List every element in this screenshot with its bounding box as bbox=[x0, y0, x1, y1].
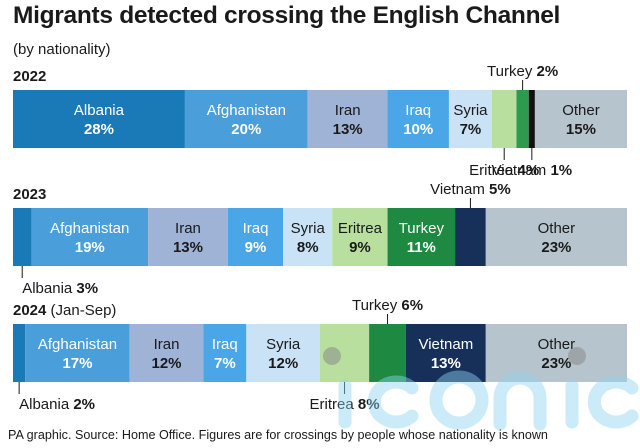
segment-name-other-2023: Other bbox=[538, 220, 576, 237]
segment-name-afghanistan-2024: Afghanistan bbox=[38, 336, 117, 353]
segment-name-other-2022: Other bbox=[562, 102, 600, 119]
year-label-2022: 2022 bbox=[13, 68, 46, 85]
segment-value-vietnam-2024: 13% bbox=[431, 355, 461, 372]
segment-value-turkey-2023: 11% bbox=[407, 239, 436, 256]
segment-value-syria-2022: 7% bbox=[460, 121, 482, 138]
segment-name-iraq-2024: Iraq bbox=[212, 336, 238, 353]
callout-albania-2023: Albania 3% bbox=[22, 280, 98, 297]
segment-name-iraq-2023: Iraq bbox=[243, 220, 269, 237]
bar-segment-syria-2022 bbox=[448, 90, 492, 148]
bar-segment-other-2024 bbox=[485, 324, 627, 382]
bar-segment-eritrea-2022 bbox=[491, 90, 517, 148]
segment-value-afghanistan-2023: 19% bbox=[75, 239, 105, 256]
bar-segment-albania-2023 bbox=[13, 208, 32, 266]
year-label-2024: 2024 (Jan-Sep) bbox=[13, 302, 116, 319]
bar-segment-iraq-2024 bbox=[203, 324, 247, 382]
segment-name-iran-2024: Iran bbox=[154, 336, 180, 353]
segment-value-iran-2022: 13% bbox=[333, 121, 363, 138]
segment-value-syria-2024: 12% bbox=[268, 355, 298, 372]
callout-vietnam-2023: Vietnam 5% bbox=[430, 181, 511, 198]
year-label-2023: 2023 bbox=[13, 186, 46, 203]
bar-segment-afghanistan-2023 bbox=[31, 208, 149, 266]
segment-name-iran-2023: Iran bbox=[175, 220, 201, 237]
bar-segment-iran-2024 bbox=[129, 324, 204, 382]
bar-segment-iraq-2022 bbox=[387, 90, 449, 148]
callout-vietnam-2022: Vietnam 1% bbox=[492, 162, 573, 179]
segment-name-iran-2022: Iran bbox=[335, 102, 361, 119]
segment-name-syria-2023: Syria bbox=[291, 220, 326, 237]
bar-segment-other-2023 bbox=[485, 208, 627, 266]
segment-name-iraq-2022: Iraq bbox=[405, 102, 431, 119]
callout-albania-2024: Albania 2% bbox=[19, 396, 95, 413]
chart-subtitle: (by nationality) bbox=[13, 41, 111, 58]
segment-name-syria-2022: Syria bbox=[453, 102, 488, 119]
bar-segment-syria-2023 bbox=[283, 208, 333, 266]
segment-value-iran-2023: 13% bbox=[173, 239, 203, 256]
segment-value-afghanistan-2024: 17% bbox=[62, 355, 92, 372]
segment-value-other-2022: 15% bbox=[566, 121, 596, 138]
bar-segment-turkey-2024 bbox=[369, 324, 406, 382]
segment-name-afghanistan-2023: Afghanistan bbox=[50, 220, 129, 237]
segment-name-turkey-2023: Turkey bbox=[399, 220, 445, 237]
bar-segment-iraq-2023 bbox=[227, 208, 284, 266]
bar-segment-other-2022 bbox=[534, 90, 627, 148]
segment-name-other-2024: Other bbox=[538, 336, 576, 353]
segment-value-iraq-2024: 7% bbox=[214, 355, 236, 372]
segment-value-syria-2023: 8% bbox=[297, 239, 319, 256]
segment-value-iraq-2023: 9% bbox=[245, 239, 267, 256]
bar-segment-vietnam-2022 bbox=[528, 90, 535, 148]
callout-turkey-2024: Turkey 6% bbox=[352, 297, 423, 314]
chart-title: Migrants detected crossing the English C… bbox=[13, 2, 561, 29]
segment-value-other-2023: 23% bbox=[541, 239, 571, 256]
bar-segment-vietnam-2023 bbox=[455, 208, 486, 266]
bar-segment-afghanistan-2024 bbox=[25, 324, 130, 382]
segment-name-syria-2024: Syria bbox=[266, 336, 301, 353]
bar-segment-turkey-2023 bbox=[387, 208, 456, 266]
segment-name-vietnam-2024: Vietnam bbox=[418, 336, 473, 353]
segment-value-other-2024: 23% bbox=[541, 355, 571, 372]
bar-segment-syria-2024 bbox=[246, 324, 320, 382]
source-footnote: PA graphic. Source: Home Office. Figures… bbox=[8, 428, 548, 442]
bar-segment-eritrea-2023 bbox=[332, 208, 388, 266]
bar-segment-albania-2022 bbox=[13, 90, 185, 148]
bar-segment-turkey-2022 bbox=[516, 90, 529, 148]
segment-name-eritrea-2023: Eritrea bbox=[338, 220, 383, 237]
callout-eritrea-2022: Eritrea 4% bbox=[469, 162, 539, 179]
segment-name-albania-2022: Albania bbox=[74, 102, 125, 119]
callout-turkey-2022: Turkey 2% bbox=[487, 63, 558, 80]
callout-eritrea-2024: Eritrea 8% bbox=[310, 396, 380, 413]
segment-value-albania-2022: 28% bbox=[84, 121, 114, 138]
bar-segment-eritrea-2024 bbox=[320, 324, 370, 382]
bar-segment-iran-2022 bbox=[307, 90, 388, 148]
segment-name-afghanistan-2022: Afghanistan bbox=[207, 102, 286, 119]
bar-segment-afghanistan-2022 bbox=[184, 90, 308, 148]
segment-value-iran-2024: 12% bbox=[151, 355, 181, 372]
segment-value-afghanistan-2022: 20% bbox=[231, 121, 261, 138]
bar-segment-vietnam-2024 bbox=[405, 324, 486, 382]
segment-value-eritrea-2023: 9% bbox=[349, 239, 371, 256]
segment-value-iraq-2022: 10% bbox=[403, 121, 433, 138]
bar-segment-albania-2024 bbox=[13, 324, 26, 382]
bar-segment-iran-2023 bbox=[148, 208, 228, 266]
